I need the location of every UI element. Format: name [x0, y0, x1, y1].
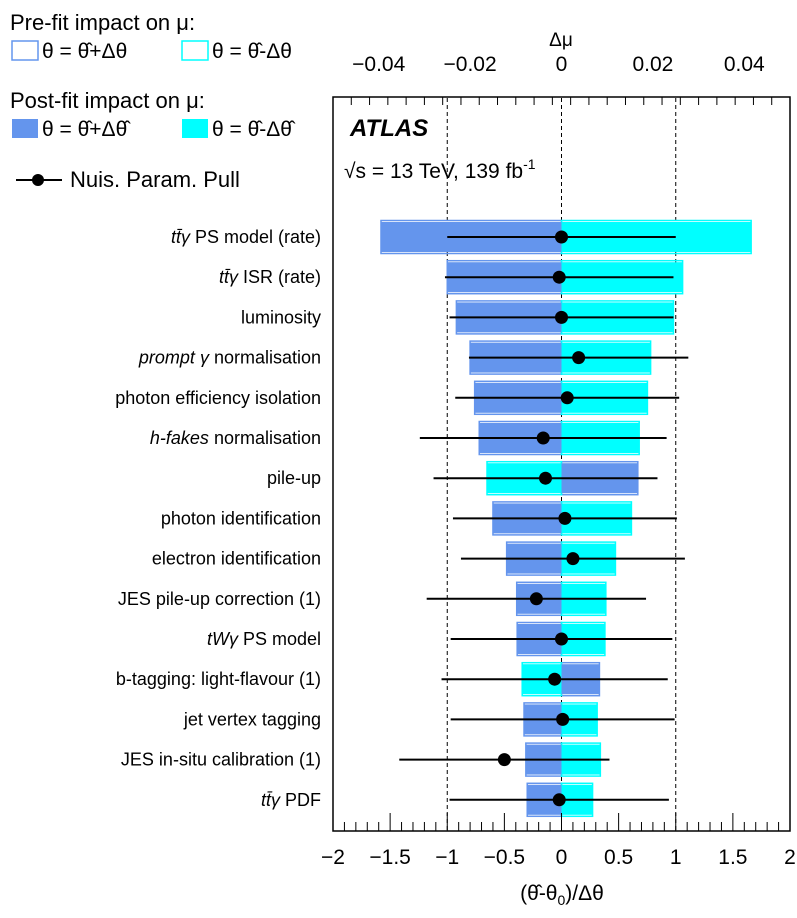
bottom-tick-label-5: 0.5	[604, 846, 633, 869]
bottom-tick-label-0: −2	[321, 846, 345, 869]
legend-postfit-title: Post-fit impact on μ:	[10, 88, 205, 113]
legend-prefit-down-swatch	[181, 40, 209, 61]
pull-point-11	[548, 672, 562, 686]
pull-point-13	[497, 753, 511, 767]
atlas-label: ATLAS	[349, 115, 428, 142]
pull-point-1	[552, 270, 566, 284]
np-label-0: tt̄γ PS model (rate)	[171, 227, 321, 247]
legend-prefit-title: Pre-fit impact on μ:	[10, 10, 195, 35]
np-label-2: luminosity	[241, 307, 321, 327]
legend-prefit-down-label: θ = θ̂-Δθ	[212, 40, 292, 63]
bottom-axis-title: (θ̂-θ0)/Δθ	[520, 882, 604, 908]
legend-postfit-up-label: θ = θ̂+Δθ̂	[42, 118, 131, 141]
energy-label-main: √s = 13 TeV, 139 fb	[344, 160, 523, 183]
pull-point-7	[558, 511, 572, 525]
np-label-8: electron identification	[152, 549, 321, 569]
top-tick-label-3: 0.02	[632, 53, 673, 76]
np-label-1: tt̄γ ISR (rate)	[219, 267, 321, 287]
pull-point-3	[572, 351, 586, 365]
np-label-3: prompt γ normalisation	[138, 348, 321, 368]
pull-point-14	[552, 793, 566, 807]
energy-label-sup: -1	[523, 156, 536, 172]
legend-postfit-up-swatch	[12, 119, 38, 138]
top-tick-label-2: 0	[556, 53, 568, 76]
pull-point-2	[555, 310, 568, 324]
pull-point-4	[560, 391, 574, 405]
pull-point-6	[539, 471, 553, 485]
pull-point-0	[555, 230, 568, 244]
axes: −2 −1.5 −1 −0.5 0 0.5 1 1.5 2 −0.04 −0.02 0 0.02 0.04	[321, 53, 796, 869]
legend: Pre-fit impact on μ: θ = θ̂+Δθ θ = θ̂-Δθ…	[10, 10, 296, 192]
np-label-9: JES pile-up correction (1)	[118, 589, 321, 609]
legend-pull-marker	[32, 174, 44, 186]
nuisance-parameter-labels: tt̄γ PS model (rate) tt̄γ ISR (rate) lumin…	[115, 227, 321, 810]
np-label-12: jet vertex tagging	[183, 709, 321, 729]
pull-point-12	[556, 712, 570, 726]
legend-prefit-up-swatch	[11, 40, 39, 61]
np-label-5: h-fakes normalisation	[150, 428, 321, 448]
pull-point-5	[536, 431, 550, 445]
pull-point-8	[566, 552, 580, 566]
np-label-4: photon efficiency isolation	[115, 388, 321, 408]
top-tick-label-4: 0.04	[724, 53, 765, 76]
np-label-7: photon identification	[161, 508, 321, 528]
legend-postfit-down-swatch	[182, 119, 208, 138]
bottom-tick-label-2: −1	[435, 846, 459, 869]
bottom-tick-label-8: 2	[784, 846, 796, 869]
np-label-13: JES in-situ calibration (1)	[121, 750, 321, 770]
np-label-10: tWγ PS model	[207, 629, 321, 649]
top-tick-label-0: −0.04	[352, 53, 405, 76]
bottom-tick-label-3: −0.5	[484, 846, 525, 869]
bottom-tick-label-7: 1.5	[718, 846, 747, 869]
legend-pull-label: Nuis. Param. Pull	[70, 167, 240, 192]
bottom-tick-label-4: 0	[556, 846, 568, 869]
pull-point-9	[529, 592, 543, 606]
pull-markers	[399, 230, 689, 807]
top-tick-label-1: −0.02	[444, 53, 497, 76]
energy-label: √s = 13 TeV, 139 fb-1	[344, 156, 536, 183]
bottom-tick-label-1: −1.5	[369, 846, 410, 869]
legend-postfit-down-label: θ = θ̂-Δθ̂	[212, 118, 296, 141]
legend-prefit-up-label: θ = θ̂+Δθ	[42, 40, 127, 63]
top-axis-title: Δμ	[549, 30, 573, 51]
bottom-tick-label-6: 1	[670, 846, 682, 869]
pull-point-10	[555, 632, 568, 646]
np-label-14: tt̄γ PDF	[261, 790, 321, 810]
np-label-11: b-tagging: light-flavour (1)	[116, 669, 321, 689]
np-label-6: pile-up	[267, 468, 321, 488]
